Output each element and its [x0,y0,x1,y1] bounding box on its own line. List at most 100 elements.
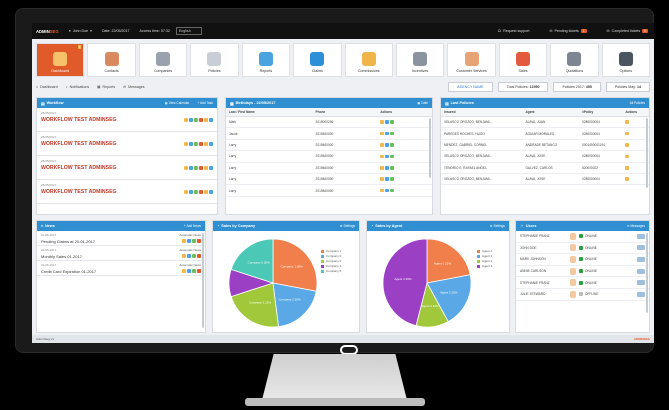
sales-company-settings-button[interactable]: ⚙ Settings [339,224,355,228]
action-icon[interactable] [189,190,193,194]
birthdays-date-button[interactable]: ▦ Date [417,101,428,105]
table-row[interactable]: MENDEZ, GABRIEL CORNEL ANDRADE BETANCO 000… [441,139,649,152]
action-icon[interactable] [199,118,203,122]
user-row[interactable]: JOHN DOE ONLINE [516,243,649,255]
table-row[interactable]: PAREDES ROCHES, HUGO AGUIAR MORALES 028000… [441,127,649,140]
action-icon[interactable] [199,142,203,146]
table-row[interactable]: Mark 2019000236 [226,116,432,129]
action-icon[interactable] [385,143,390,147]
action-icon[interactable] [390,143,395,147]
action-icon[interactable] [184,166,188,170]
action-icon[interactable] [199,166,203,170]
action-icon[interactable] [189,166,193,170]
pie-slice[interactable] [230,282,279,328]
table-row[interactable]: VELASCO OROZCO, BENJAMI... ALAVA, JOSE 028… [441,173,649,186]
message-icon[interactable] [637,256,645,262]
action-icon[interactable] [187,269,191,273]
action-icon[interactable] [380,188,385,193]
action-icon[interactable] [187,239,191,243]
tab-notifications[interactable]: ♪ Notifications [65,85,90,89]
user-row[interactable]: MARK JOHNSON ONLINE [516,254,649,266]
action-icon[interactable] [204,166,208,170]
action-icon[interactable] [209,118,213,122]
action-icon[interactable] [390,165,395,170]
pie-slice[interactable] [382,238,428,327]
action-icon[interactable] [184,190,188,194]
action-icon[interactable] [380,131,385,136]
action-icon[interactable] [380,154,385,159]
last-policies-scrollbar[interactable] [646,118,648,188]
action-icon[interactable] [625,177,630,181]
message-icon[interactable] [637,291,645,297]
pie-slice[interactable] [426,274,472,323]
add-task-button[interactable]: + Add Task [197,101,213,105]
action-icon[interactable] [380,143,385,147]
action-icon[interactable] [625,154,630,159]
action-icon[interactable] [184,142,188,146]
table-row[interactable]: Larry 2019460000 [226,150,432,163]
action-icon[interactable] [209,190,213,194]
action-icon[interactable] [385,120,390,124]
nav-customer-services[interactable]: Customer Services [447,43,496,77]
table-row[interactable]: Larry 2019460000 [226,184,432,197]
action-icon[interactable] [380,165,385,170]
action-icon[interactable] [385,188,390,193]
action-icon[interactable] [390,131,395,136]
action-icon[interactable] [390,154,395,159]
action-icon[interactable] [385,131,390,136]
users-scrollbar[interactable] [646,233,648,313]
nav-claims[interactable]: Claims [293,43,342,77]
action-icon[interactable] [209,142,213,146]
message-icon[interactable] [637,245,645,251]
tab-dashboard[interactable]: ⌂ Dashboard [36,85,58,89]
workflow-item[interactable]: 26/05/2017 WORKFLOW TEST ADMINSEG [37,156,217,180]
action-icon[interactable] [390,120,395,124]
table-row[interactable]: Larry 2019460000 [226,162,432,174]
add-news-button[interactable]: + Add News [183,224,201,228]
pie-slice[interactable] [272,282,317,328]
nav-policies[interactable]: Policies [190,43,239,77]
action-icon[interactable] [182,269,186,273]
action-icon[interactable] [189,118,193,122]
tab-messages[interactable]: ✉ Messages [123,85,145,89]
action-icon[interactable] [192,254,196,258]
action-icon[interactable] [197,269,201,273]
nav-dashboard[interactable]: Dashboard 4 [36,43,85,77]
action-icon[interactable] [182,254,186,258]
action-icon[interactable] [385,165,390,170]
pie-slice[interactable] [272,238,318,292]
action-icon[interactable] [390,177,395,181]
action-icon[interactable] [194,118,198,122]
user-row[interactable]: ANNIE CARLSON ONLINE [516,266,649,278]
language-select[interactable]: English [175,27,202,35]
tab-reports[interactable]: ▦ Reports [97,85,116,89]
table-row[interactable]: Larry 2019460000 [226,173,432,186]
action-icon[interactable] [187,254,191,258]
workflow-item[interactable]: 26/05/2017 WORKFLOW TEST ADMINSEG [37,108,217,132]
nav-companies[interactable]: Companies [138,43,188,77]
action-icon[interactable] [385,154,390,159]
nav-sales[interactable]: Sales [498,43,548,77]
request-support-link[interactable]: ☊ Request support [497,29,530,33]
table-row[interactable]: VELASCO OROZCO, BENJAMI... ALAVA, JUAN 028… [441,116,649,129]
action-icon[interactable] [192,269,196,273]
action-icon[interactable] [625,131,630,136]
user-row[interactable]: JULIE STEWARD OFFLINE [516,289,649,301]
news-scrollbar[interactable] [202,233,204,328]
app-logo[interactable]: ADMINSEG [36,28,59,34]
action-icon[interactable] [194,190,198,194]
nav-quotations[interactable]: Quotations [550,43,599,77]
action-icon[interactable] [184,118,188,122]
birthdays-scrollbar[interactable] [429,118,431,178]
message-icon[interactable] [637,268,645,274]
action-icon[interactable] [189,142,193,146]
pie-slice[interactable] [426,238,471,284]
news-item[interactable]: 22-05-2017 Credit Card Expiration 01-2017… [37,261,205,276]
action-icon[interactable] [194,142,198,146]
action-icon[interactable] [385,177,390,181]
action-icon[interactable] [192,239,196,243]
table-row[interactable]: Larry 2019460000 [226,139,432,152]
all-policies-link[interactable]: All Policies [629,101,645,105]
sales-agent-settings-button[interactable]: ⚙ Settings [489,224,505,228]
nav-reports[interactable]: Reports [241,43,291,77]
